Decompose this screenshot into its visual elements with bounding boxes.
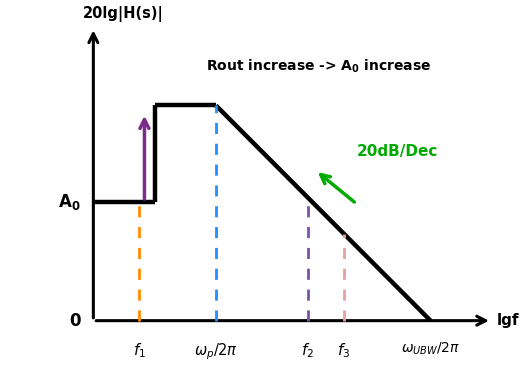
Text: $\omega_{UBW}/2\pi$: $\omega_{UBW}/2\pi$ bbox=[401, 341, 460, 358]
Text: $\omega_p/2\pi$: $\omega_p/2\pi$ bbox=[194, 341, 238, 362]
Text: $\mathbf{A_0}$: $\mathbf{A_0}$ bbox=[58, 192, 81, 212]
Text: $f_2$: $f_2$ bbox=[301, 341, 314, 360]
Text: $f_1$: $f_1$ bbox=[133, 341, 146, 360]
Text: 20dB/Dec: 20dB/Dec bbox=[356, 144, 438, 159]
Text: $f_3$: $f_3$ bbox=[337, 341, 351, 360]
Text: 0: 0 bbox=[69, 312, 81, 329]
Text: lgf: lgf bbox=[497, 313, 519, 328]
Text: Rout increase -> $\mathbf{A_0}$ increase: Rout increase -> $\mathbf{A_0}$ increase bbox=[206, 58, 431, 75]
Text: 20lg|H(s)|: 20lg|H(s)| bbox=[83, 6, 164, 22]
